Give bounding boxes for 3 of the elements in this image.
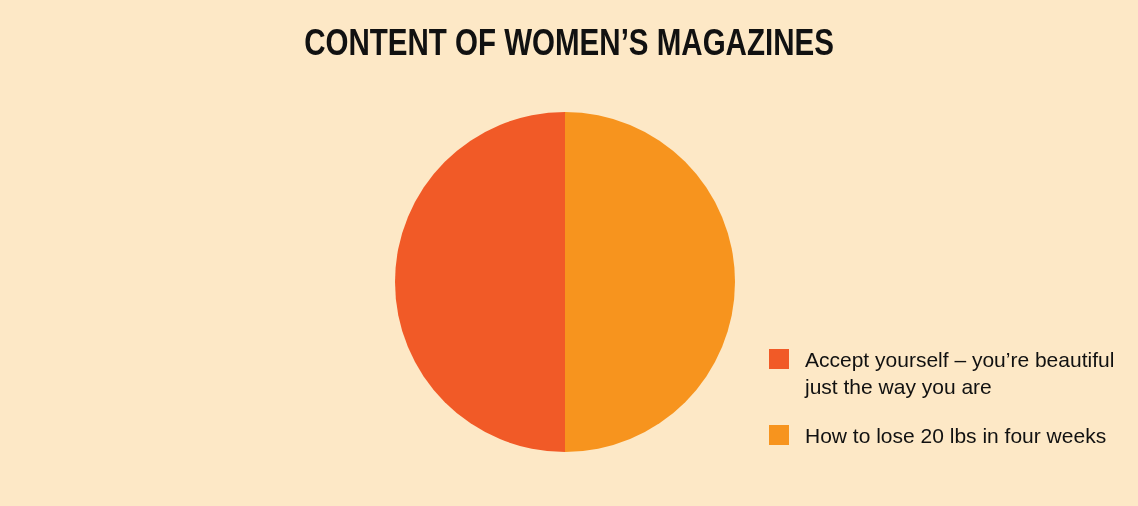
legend-label: How to lose 20 lbs in four weeks (805, 423, 1108, 449)
legend-label: Accept yourself – you’re beautiful just the way you are (805, 347, 1116, 400)
chart-title: CONTENT OF WOMEN’S MAGAZINES (303, 22, 835, 64)
